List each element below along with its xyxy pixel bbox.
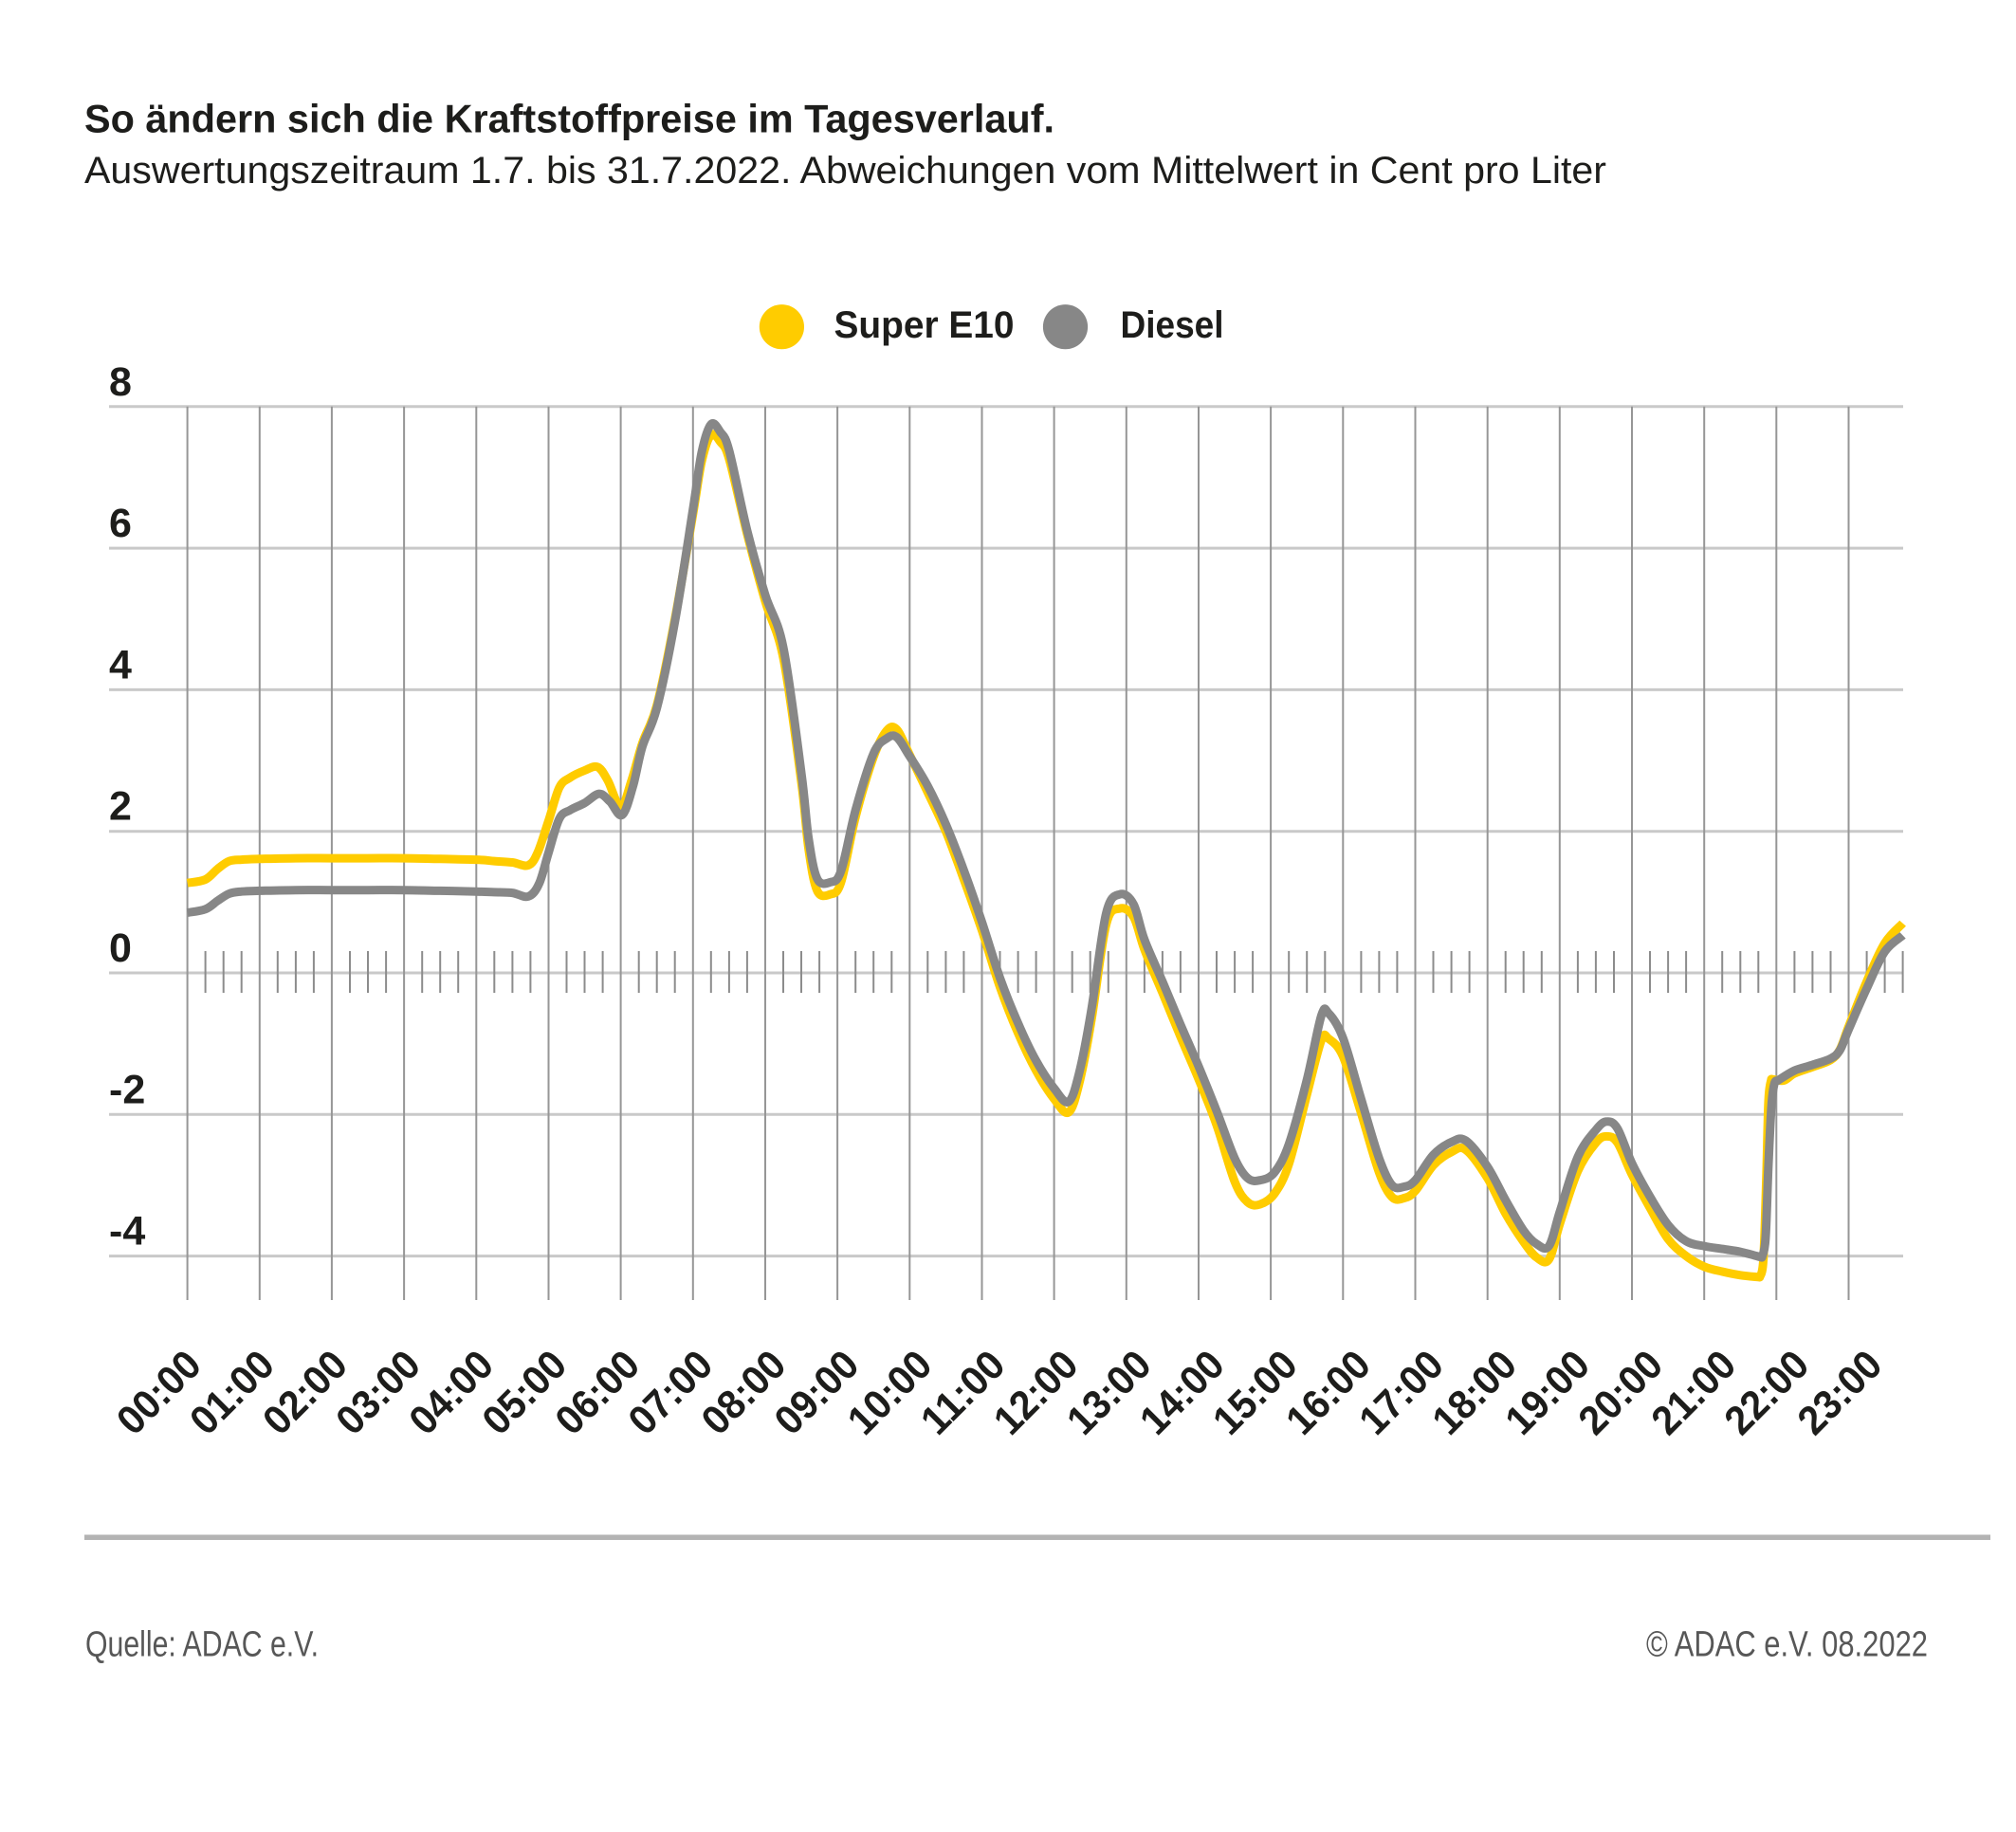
- svg-text:Quelle: ADAC e.V.: Quelle: ADAC e.V.: [85, 1625, 319, 1665]
- svg-text:Diesel: Diesel: [1121, 304, 1224, 346]
- svg-text:Super E10: Super E10: [834, 304, 1015, 346]
- svg-text:8: 8: [109, 359, 132, 405]
- svg-text:-4: -4: [109, 1209, 145, 1255]
- svg-text:-2: -2: [109, 1067, 145, 1112]
- svg-text:2: 2: [109, 784, 132, 830]
- svg-text:So ändern sich die Kraftstoffp: So ändern sich die Kraftstoffpreise im T…: [84, 97, 1054, 141]
- svg-text:0: 0: [109, 925, 132, 971]
- svg-text:4: 4: [109, 642, 132, 687]
- svg-text:Auswertungszeitraum 1.7. bis 3: Auswertungszeitraum 1.7. bis 31.7.2022. …: [84, 150, 1606, 192]
- svg-text:6: 6: [109, 501, 132, 546]
- svg-text:© ADAC e.V. 08.2022: © ADAC e.V. 08.2022: [1646, 1625, 1928, 1665]
